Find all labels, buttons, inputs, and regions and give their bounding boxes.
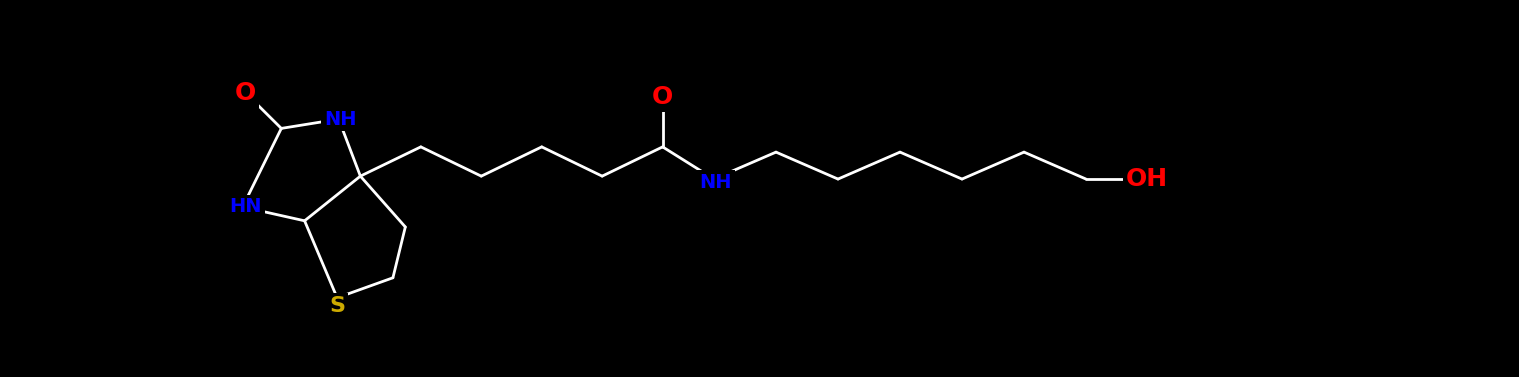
Text: NH: NH [699, 173, 732, 192]
Text: NH: NH [324, 110, 357, 129]
Text: S: S [330, 296, 345, 316]
Text: O: O [652, 85, 673, 109]
Text: O: O [235, 81, 257, 105]
Text: HN: HN [229, 198, 261, 216]
Text: OH: OH [1126, 167, 1168, 191]
